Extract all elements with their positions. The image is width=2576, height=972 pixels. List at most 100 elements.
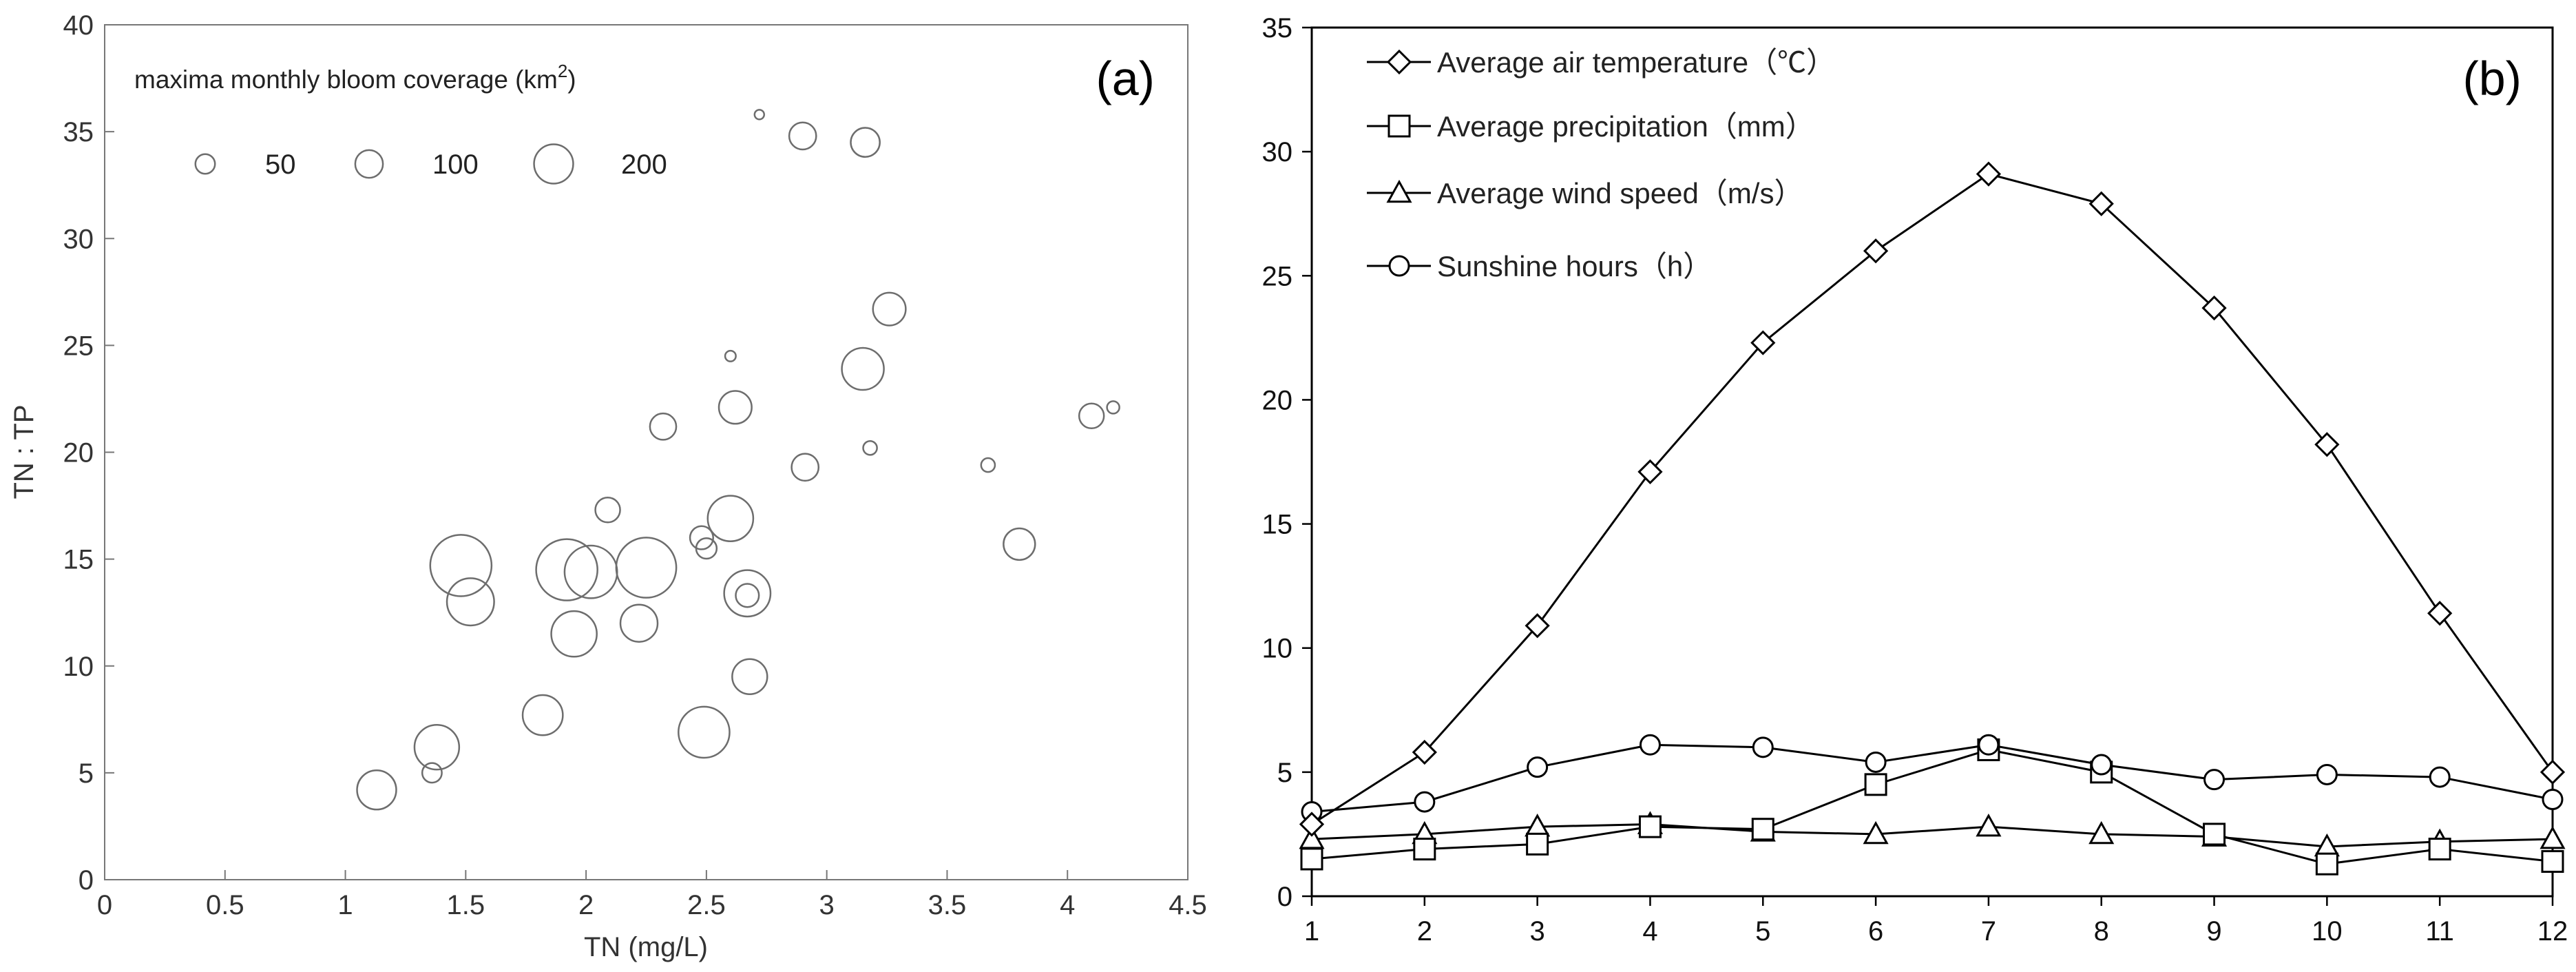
bubble	[678, 705, 731, 759]
legend-title-sup: 2	[558, 61, 567, 81]
data-point	[2201, 296, 2227, 321]
legend-label: Average air temperature（℃）	[1437, 46, 1835, 79]
x-tick-label: 9	[2206, 916, 2221, 947]
data-point	[2091, 754, 2113, 776]
data-point	[2427, 601, 2453, 626]
bubble	[724, 349, 737, 362]
series-legend: Average air temperature（℃） Average precip…	[1367, 46, 1835, 282]
panel-label-b: (b)	[2462, 52, 2522, 105]
x-axis-ticks: 0 0.5 1 1.5 2 2.5 3 3.5 4 4.5	[97, 870, 1207, 920]
legend-title-text: maxima monthly bloom coverage (km	[134, 65, 558, 94]
size-legend: maxima monthly bloom coverage (km2) 50 10…	[134, 61, 667, 185]
x-tick-label: 1.5	[447, 890, 485, 920]
x-tick-label: 4	[1642, 916, 1657, 947]
size-legend-label: 50	[265, 149, 296, 180]
y-tick-label: 40	[63, 10, 94, 41]
y-tick-label: 20	[1262, 385, 1293, 415]
size-legend-title: maxima monthly bloom coverage (km2)	[134, 61, 576, 94]
data-point	[1864, 773, 1887, 796]
legend-entry: Average air temperature（℃）	[1367, 46, 1835, 79]
y-tick-label: 0	[1277, 882, 1292, 912]
y-tick-label: 0	[78, 865, 94, 896]
data-point	[2540, 826, 2566, 849]
bubble	[753, 109, 766, 121]
legend-label: Average precipitation（mm）	[1437, 110, 1814, 143]
bubble	[521, 694, 564, 736]
legend-marker	[1386, 49, 1412, 75]
bubble	[429, 534, 493, 597]
size-legend-label: 200	[621, 149, 667, 180]
x-tick-label: 1	[337, 890, 353, 920]
x-tick-label: 2	[578, 890, 594, 920]
x-tick-label: 5	[1755, 916, 1770, 947]
series-line	[1311, 748, 2553, 865]
x-axis-label: TN (mg/L)	[584, 932, 708, 962]
y-tick-label: 25	[63, 331, 94, 361]
x-tick-label: 0	[97, 890, 112, 920]
line-series	[1299, 161, 2566, 876]
series-circle	[1301, 734, 2564, 823]
data-point	[2088, 820, 2115, 845]
bubble	[550, 610, 598, 658]
x-tick-label: 6	[1868, 916, 1883, 947]
y-tick-label: 30	[63, 224, 94, 254]
bubble	[718, 390, 753, 425]
data-point	[1527, 756, 1549, 778]
legend-marker	[1388, 255, 1410, 277]
data-point	[1412, 739, 1437, 765]
data-point	[1414, 791, 1436, 813]
data-point	[1976, 814, 2002, 837]
bubble-series	[356, 109, 1120, 811]
series-line	[1311, 823, 2553, 848]
y-tick-label: 10	[63, 652, 94, 682]
bubble	[356, 769, 397, 811]
x-tick-label: 12	[2537, 916, 2568, 947]
legend-entry: Average wind speed（m/s）	[1367, 177, 1803, 209]
bubble	[862, 440, 878, 456]
bubble	[723, 569, 772, 618]
data-point	[1751, 818, 1774, 841]
data-point	[2088, 191, 2114, 216]
y-tick-label: 30	[1262, 137, 1293, 167]
bubble	[421, 762, 443, 784]
y-axis-label: TN : TP	[9, 404, 39, 499]
data-point	[1526, 832, 1549, 856]
data-point	[2540, 759, 2566, 785]
legend-entry: Average precipitation（mm）	[1367, 110, 1814, 143]
bubble	[980, 457, 996, 473]
bubble	[735, 583, 760, 608]
bubble	[619, 603, 659, 643]
bubble	[413, 723, 461, 771]
x-tick-label: 2.5	[687, 890, 726, 920]
legend-label: Sunshine hours（h）	[1437, 250, 1712, 282]
legend-title-close: )	[567, 65, 576, 94]
plot-frame	[104, 24, 1188, 880]
bubble	[695, 537, 718, 560]
bubble	[1003, 527, 1036, 561]
series-line	[1311, 743, 2553, 813]
data-point	[2203, 823, 2226, 846]
data-point	[1752, 736, 1774, 758]
x-tick-label: 0.5	[206, 890, 244, 920]
x-tick-label: 3	[1530, 916, 1545, 947]
x-tick-label: 10	[2312, 916, 2343, 947]
x-tick-label: 1	[1304, 916, 1319, 947]
data-point	[1525, 613, 1550, 639]
series-diamond	[1299, 161, 2566, 837]
panel-label-a: (a)	[1096, 52, 1155, 105]
x-tick-label: 4	[1060, 890, 1075, 920]
size-legend-bubble	[194, 153, 216, 175]
data-point	[2428, 838, 2451, 861]
data-point	[2203, 769, 2226, 791]
y-tick-label: 15	[1262, 510, 1293, 540]
y-tick-label: 10	[1262, 634, 1293, 664]
data-point	[1863, 820, 1889, 845]
x-tick-label: 3	[819, 890, 835, 920]
bubble	[841, 347, 885, 391]
x-tick-label: 7	[1981, 916, 1996, 947]
bubble-chart-panel: 0 0.5 1 1.5 2 2.5 3 3.5 4 4.5 0 5 10 15 20 25 30 35 40 TN…	[9, 10, 1207, 962]
y-tick-label: 5	[78, 758, 94, 789]
bubble	[790, 453, 820, 482]
data-point	[1300, 847, 1323, 871]
